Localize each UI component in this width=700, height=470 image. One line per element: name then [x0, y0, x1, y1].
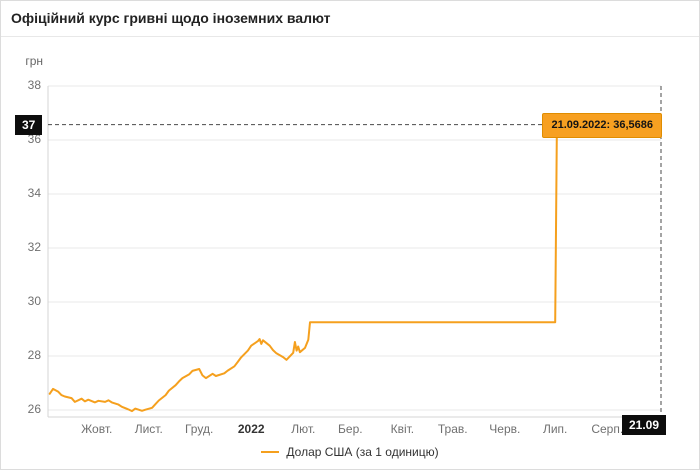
x-axis: Жовт. Лист. Груд. 2022 Лют. Бер. Квіт. Трав. Чер… — [1, 422, 699, 438]
title-divider — [1, 36, 699, 37]
legend-line-swatch — [261, 451, 280, 453]
crosshair-y-badge: 37 — [15, 114, 43, 135]
x-tick-label: Бер. — [338, 422, 363, 436]
y-tick-label: 36 — [27, 132, 41, 146]
x-tick-label: Квіт. — [390, 422, 415, 436]
y-tick-label: 28 — [27, 348, 41, 362]
y-tick-label: 32 — [27, 240, 41, 254]
y-tick-label: 34 — [27, 186, 41, 200]
x-tick-label: Лют. — [291, 422, 316, 436]
y-axis: 38 36 34 32 30 28 26 — [1, 1, 41, 469]
x-tick-label: Трав. — [437, 422, 468, 436]
legend-label: Долар США (за 1 одиницю) — [286, 445, 439, 459]
page-title: Офіційний курс гривні щодо іноземних вал… — [11, 10, 331, 26]
y-axis-unit-label: грн — [25, 54, 43, 68]
y-tick-label: 30 — [27, 294, 41, 308]
y-tick-label: 38 — [27, 78, 41, 92]
chart-tooltip: 21.09.2022: 36,5686 — [542, 112, 662, 138]
crosshair-x-badge: 21.09 — [622, 415, 667, 435]
x-tick-label: Груд. — [184, 422, 214, 436]
x-tick-label: Лип. — [542, 422, 568, 436]
x-tick-label: Серп. — [591, 422, 624, 436]
x-tick-label: Черв. — [489, 422, 521, 436]
x-tick-label: 2022 — [237, 422, 265, 436]
y-tick-label: 26 — [27, 402, 41, 416]
x-tick-label: Жовт. — [81, 422, 113, 436]
legend-item-usd[interactable]: Долар США (за 1 одиницю) — [1, 445, 699, 459]
x-tick-label: Лист. — [134, 422, 163, 436]
